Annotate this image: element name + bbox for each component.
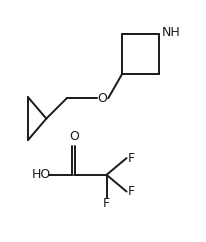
Text: F: F [127,185,134,198]
Text: F: F [127,151,134,165]
Text: O: O [97,92,107,105]
Text: NH: NH [161,26,180,39]
Text: HO: HO [32,168,51,181]
Text: F: F [103,197,110,210]
Text: O: O [69,130,78,143]
